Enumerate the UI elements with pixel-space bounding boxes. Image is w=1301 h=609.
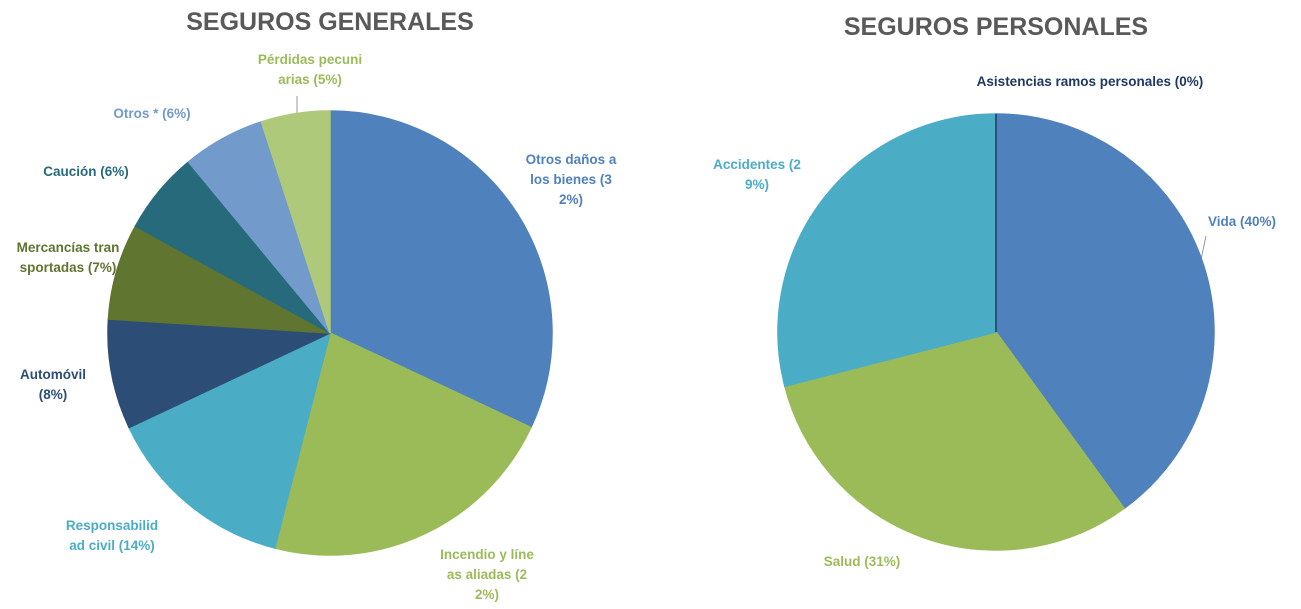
- value-label: (6%): [100, 164, 129, 179]
- slice-label: Salud (31%): [802, 552, 922, 572]
- category-label: Mercancías transportadas: [16, 240, 120, 275]
- slice-label: Pérdidas pecuniarias (5%): [255, 50, 365, 90]
- category-label: Caución: [43, 164, 97, 179]
- category-label: Otros *: [113, 106, 159, 121]
- value-label: (31%): [864, 554, 901, 569]
- chart-title: SEGUROS PERSONALES: [844, 13, 1148, 41]
- pie-slice: [783, 331, 1126, 551]
- category-label: Asistencias ramos personales: [976, 74, 1172, 89]
- category-label: Automóvil: [20, 367, 86, 382]
- slice-label: Incendio y líneas aliadas (22%): [437, 545, 537, 605]
- value-label: (14%): [118, 538, 155, 553]
- category-label: Accidentes: [713, 157, 786, 172]
- value-label: (6%): [162, 106, 191, 121]
- slice-label: Otros daños a los bienes (32%): [525, 150, 617, 210]
- category-label: Responsabilidad civil: [65, 518, 159, 553]
- pie-slice: [995, 113, 1215, 510]
- category-label: Otros daños a los bienes: [525, 152, 617, 187]
- category-label: Salud: [823, 554, 861, 569]
- category-label: Pérdidas pecuniarias: [257, 52, 363, 87]
- slice-label: Automóvil (8%): [13, 365, 93, 405]
- slice-label: Responsabilidad civil (14%): [65, 516, 160, 556]
- category-label: Vida: [1207, 214, 1237, 229]
- value-label: (29%): [744, 157, 801, 192]
- value-label: (5%): [313, 72, 342, 87]
- value-label: (22%): [474, 567, 528, 602]
- pie-slice: [128, 331, 332, 549]
- slice-label: Vida (40%): [1182, 212, 1301, 232]
- category-label: Incendio y líneas aliadas: [440, 547, 534, 582]
- slice-label: Mercancías transportadas (7%): [16, 238, 121, 278]
- value-label: (32%): [558, 172, 612, 207]
- value-label: (7%): [87, 260, 117, 275]
- slice-label: Otros * (6%): [92, 104, 212, 124]
- pie-slice: [107, 318, 331, 429]
- chart-title: SEGUROS GENERALES: [186, 8, 474, 36]
- slice-label: Asistencias ramos personales (0%): [925, 72, 1255, 92]
- slice-label: Caución (6%): [26, 162, 146, 182]
- value-label: (0%): [1174, 74, 1204, 89]
- value-label: (40%): [1240, 214, 1277, 229]
- pie-slice: [273, 331, 532, 556]
- value-label: (8%): [38, 387, 68, 402]
- pie-slice: [260, 110, 331, 334]
- pie-slice: [777, 113, 997, 388]
- pie-slice: [329, 110, 553, 429]
- slice-label: Accidentes (29%): [707, 155, 807, 195]
